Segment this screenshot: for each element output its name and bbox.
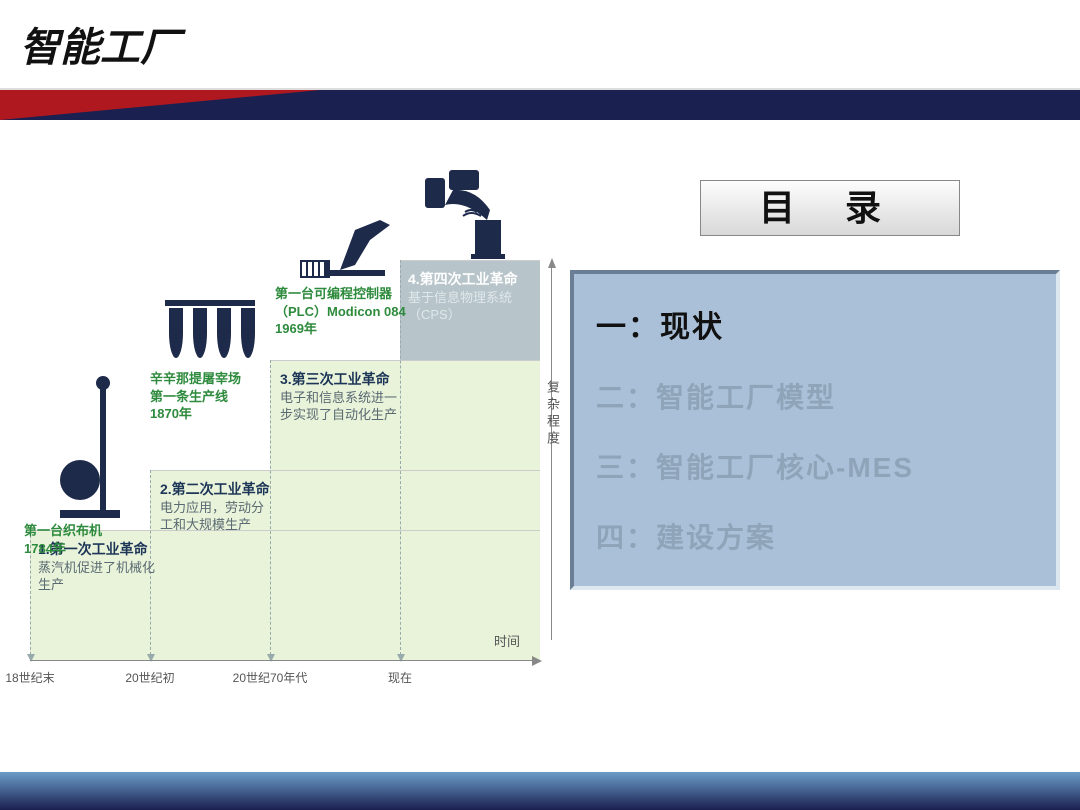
slide-header: 智能工厂 bbox=[0, 0, 1080, 90]
loom-icon bbox=[60, 380, 120, 520]
rev4-caption: 4.第四次工业革命 基于信息物理系统（CPS） bbox=[408, 270, 538, 324]
x-axis: 18世纪末 20世纪初 20世纪70年代 现在 时间 bbox=[30, 660, 540, 661]
header-stripe bbox=[0, 90, 1080, 120]
footer-bar bbox=[0, 772, 1080, 810]
x-axis-label: 时间 bbox=[494, 631, 520, 650]
loom-label: 第一台织布机 1784年 bbox=[24, 522, 144, 557]
xtick-1: 20世纪初 bbox=[125, 669, 174, 686]
xtick-0: 18世纪末 bbox=[5, 669, 54, 686]
y-axis bbox=[551, 260, 552, 640]
xtick-3: 现在 bbox=[388, 669, 412, 686]
toc-item-4[interactable]: 四：建设方案 bbox=[596, 516, 1034, 556]
rev2-caption: 2.第二次工业革命 电力应用，劳动分工和大规模生产 bbox=[160, 480, 270, 534]
page-title: 智能工厂 bbox=[20, 15, 1080, 73]
y-axis-label: 复杂程度 bbox=[543, 380, 562, 448]
industrial-revolution-diagram: 复杂程度 bbox=[30, 180, 540, 740]
plc-label: 第一台可编程控制器 （PLC）Modicon 084 1969年 bbox=[275, 285, 415, 338]
slide-body: 复杂程度 bbox=[0, 120, 1080, 770]
plc-robot-icon bbox=[300, 210, 395, 280]
line-label: 辛辛那提屠宰场 第一条生产线 1870年 bbox=[150, 370, 270, 423]
toc-item-3[interactable]: 三：智能工厂核心-MES bbox=[596, 446, 1034, 486]
dropline-3 bbox=[270, 360, 271, 660]
toc-heading: 目 录 bbox=[700, 180, 960, 236]
xtick-2: 20世纪70年代 bbox=[233, 669, 308, 686]
rev3-caption: 3.第三次工业革命 电子和信息系统进一步实现了自动化生产 bbox=[280, 370, 400, 424]
toc-item-1[interactable]: 一：现状 bbox=[596, 302, 1034, 346]
toc-item-2[interactable]: 二：智能工厂模型 bbox=[596, 376, 1034, 416]
industry4-icon bbox=[425, 170, 525, 250]
toc-box: 一：现状 二：智能工厂模型 三：智能工厂核心-MES 四：建设方案 bbox=[570, 270, 1060, 590]
slaughterhouse-icon bbox=[165, 300, 255, 360]
